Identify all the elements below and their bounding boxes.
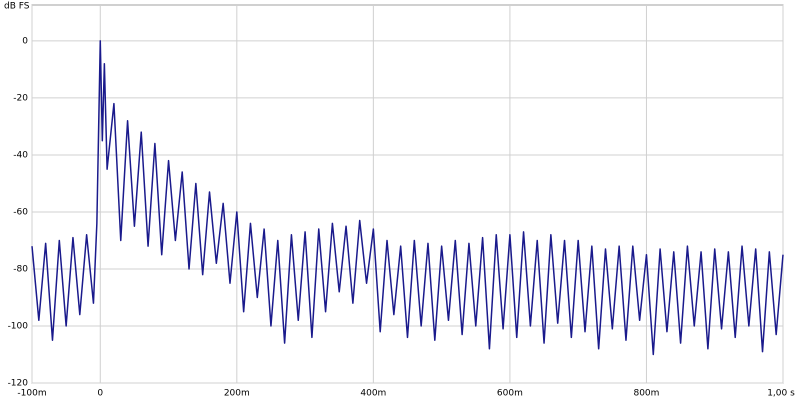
x-tick-label: 1,00 s xyxy=(767,389,795,399)
y-tick-label: -60 xyxy=(13,207,28,217)
x-tick-label: 400m xyxy=(360,389,386,399)
x-tick-label: 0 xyxy=(97,389,103,399)
y-tick-label: -20 xyxy=(13,93,28,103)
line xyxy=(31,40,784,356)
x-tick-label: 600m xyxy=(497,389,523,399)
y-tick-label: -120 xyxy=(8,379,29,389)
y-tick-label: -80 xyxy=(13,264,28,274)
x-tick-label: 800m xyxy=(633,389,659,399)
x-tick-label: -100m xyxy=(17,389,46,399)
x-tick-label: 200m xyxy=(224,389,250,399)
plot-area xyxy=(31,4,784,384)
y-tick-label: -100 xyxy=(8,321,29,331)
y-axis-label: dB FS xyxy=(4,2,30,12)
y-tick-label: 0 xyxy=(22,36,28,46)
y-tick-label: -40 xyxy=(13,150,28,160)
